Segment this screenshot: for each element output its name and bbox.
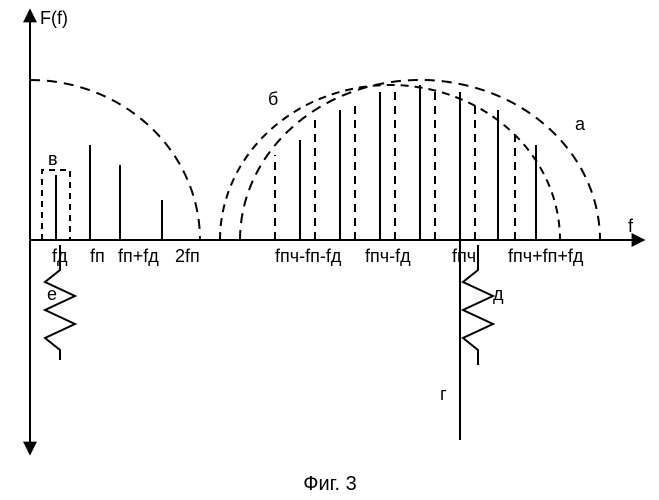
- xtick-label: fп: [90, 246, 105, 266]
- xtick-label: fпч+fп+fд: [508, 246, 584, 266]
- envelope-b-label: б: [268, 89, 278, 109]
- envelope-a-label: а: [575, 114, 586, 134]
- xtick-label: 2fп: [175, 246, 200, 266]
- spectrum-diagram: F(f)fабвfдfпfп+fд2fпfпч-fп-fдfпч-fдfпчfп…: [0, 0, 659, 500]
- zigzag-e-label: е: [47, 284, 57, 304]
- y-axis-label: F(f): [40, 8, 68, 28]
- zigzag-d-label: д: [493, 284, 504, 304]
- figure-caption: Фиг. 3: [303, 473, 356, 495]
- xtick-label: fпч-fп-fд: [275, 246, 342, 266]
- xtick-label: fп+fд: [118, 246, 159, 266]
- small-box-label: в: [48, 149, 58, 169]
- x-axis-label: f: [628, 216, 634, 236]
- xtick-label: fпч-fд: [365, 246, 411, 266]
- g-label: г: [440, 384, 447, 404]
- xtick-label: fпч: [452, 246, 476, 266]
